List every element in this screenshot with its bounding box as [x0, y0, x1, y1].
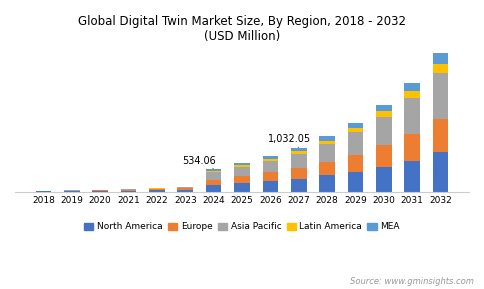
Bar: [405, 91, 420, 98]
Text: 534.06: 534.06: [182, 155, 216, 169]
Bar: [262, 159, 278, 161]
Bar: [206, 179, 222, 185]
Bar: [92, 191, 108, 192]
Bar: [291, 151, 306, 154]
Bar: [291, 148, 306, 151]
Bar: [433, 73, 448, 119]
Bar: [319, 162, 335, 175]
Bar: [149, 190, 165, 192]
Bar: [262, 181, 278, 192]
Bar: [376, 145, 392, 166]
Bar: [206, 171, 222, 172]
Bar: [433, 153, 448, 192]
Bar: [121, 189, 136, 190]
Bar: [234, 176, 250, 183]
Bar: [376, 105, 392, 111]
Title: Global Digital Twin Market Size, By Region, 2018 - 2032
(USD Million): Global Digital Twin Market Size, By Regi…: [78, 15, 406, 43]
Legend: North America, Europe, Asia Pacific, Latin America, MEA: North America, Europe, Asia Pacific, Lat…: [81, 219, 403, 235]
Bar: [319, 144, 335, 162]
Bar: [319, 136, 335, 140]
Bar: [36, 191, 51, 192]
Bar: [433, 119, 448, 153]
Bar: [178, 187, 193, 188]
Bar: [234, 165, 250, 167]
Bar: [433, 53, 448, 64]
Bar: [206, 172, 222, 179]
Bar: [262, 156, 278, 159]
Bar: [92, 190, 108, 191]
Bar: [291, 168, 306, 179]
Bar: [348, 132, 363, 155]
Bar: [64, 190, 79, 191]
Bar: [234, 163, 250, 165]
Bar: [234, 167, 250, 176]
Bar: [348, 123, 363, 128]
Bar: [178, 190, 193, 192]
Text: 1,032.05: 1,032.05: [268, 134, 311, 148]
Bar: [121, 190, 136, 191]
Bar: [262, 161, 278, 173]
Text: Source: www.gminsights.com: Source: www.gminsights.com: [350, 277, 474, 286]
Bar: [376, 111, 392, 117]
Bar: [319, 140, 335, 144]
Bar: [262, 173, 278, 181]
Bar: [291, 154, 306, 168]
Bar: [149, 189, 165, 190]
Bar: [206, 169, 222, 171]
Bar: [405, 134, 420, 161]
Bar: [433, 64, 448, 73]
Bar: [319, 175, 335, 192]
Bar: [206, 185, 222, 192]
Bar: [376, 117, 392, 145]
Bar: [405, 98, 420, 134]
Bar: [376, 166, 392, 192]
Bar: [405, 161, 420, 192]
Bar: [405, 83, 420, 91]
Bar: [234, 183, 250, 192]
Bar: [348, 155, 363, 172]
Bar: [348, 172, 363, 192]
Bar: [348, 128, 363, 132]
Bar: [178, 188, 193, 190]
Bar: [149, 188, 165, 189]
Bar: [121, 191, 136, 192]
Bar: [291, 179, 306, 192]
Bar: [64, 191, 79, 192]
